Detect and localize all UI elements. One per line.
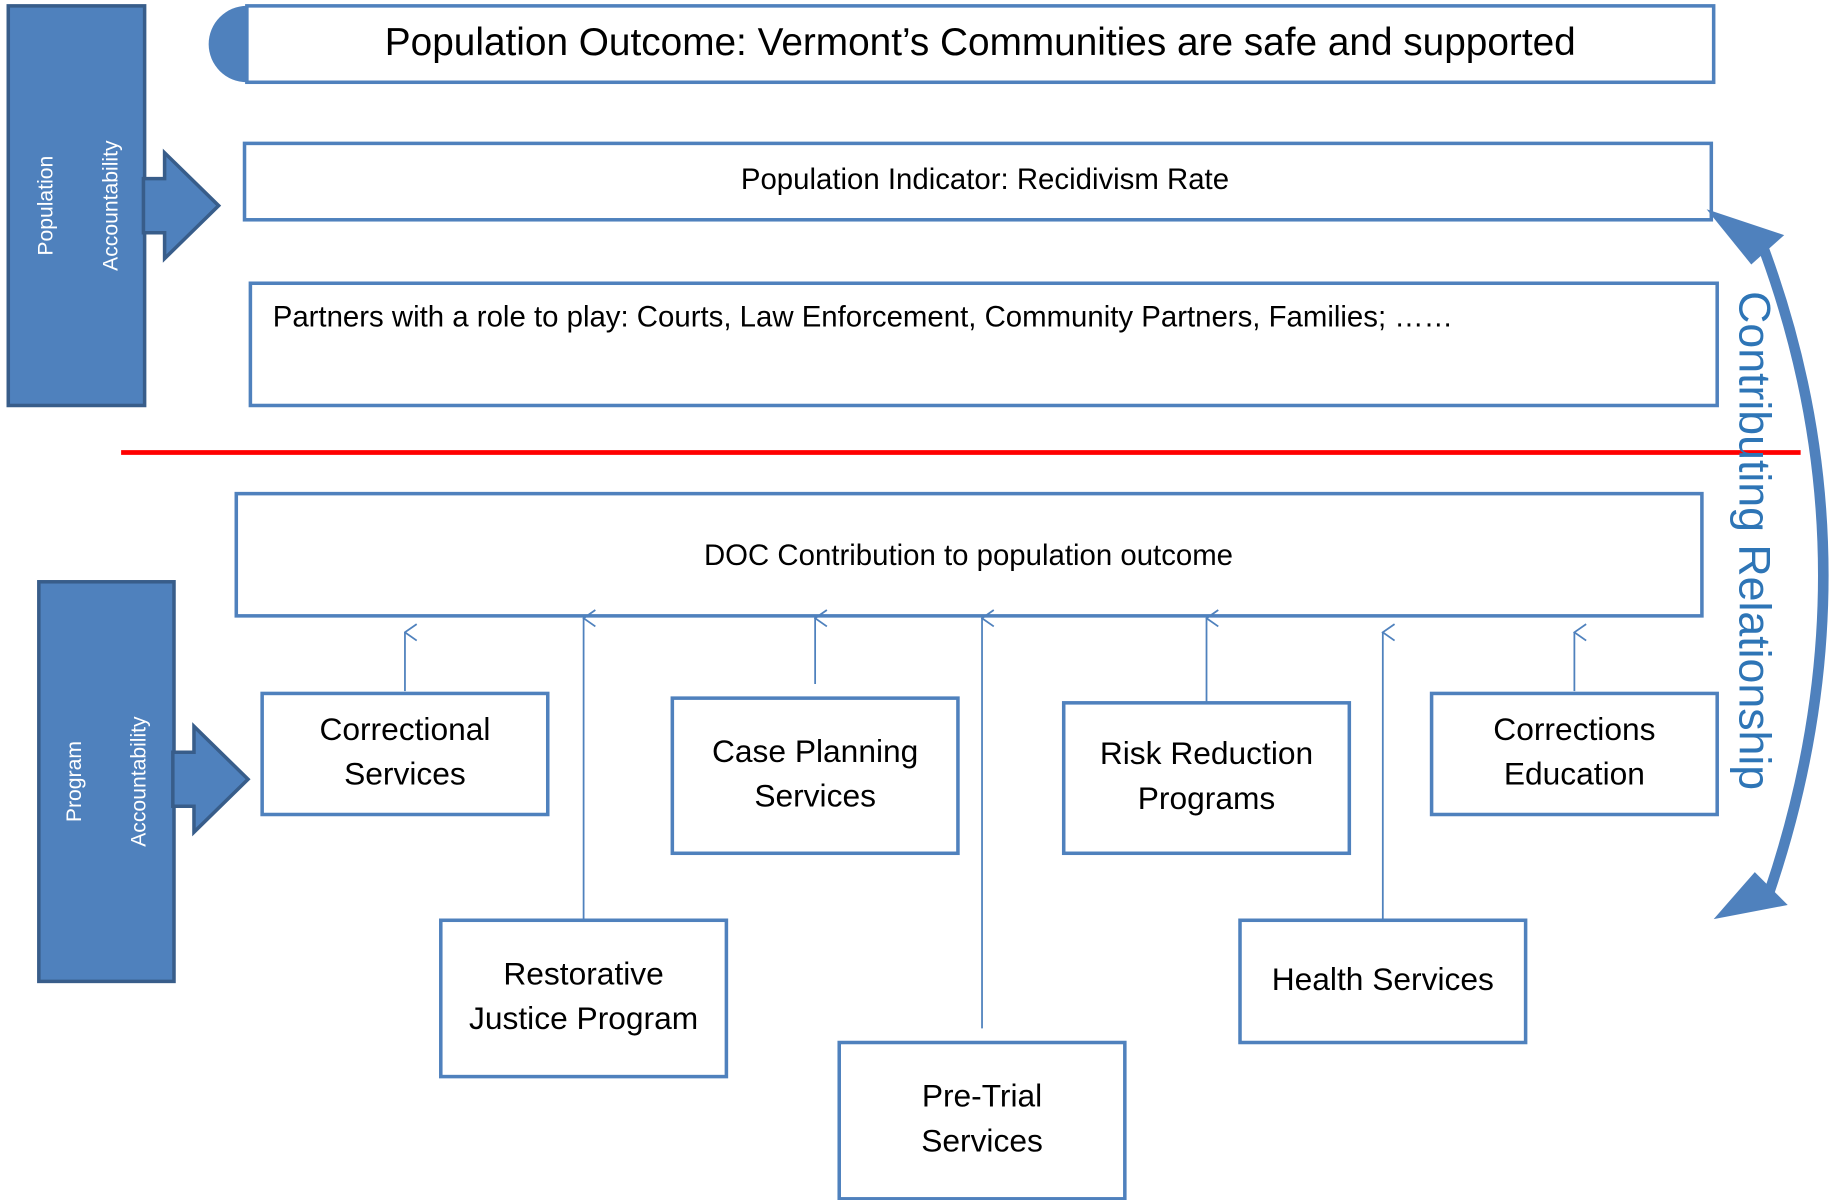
program-box [1429,691,1719,817]
relationship: Contributing Relationship [1729,291,1778,790]
program-box [670,696,960,856]
program-box [439,918,729,1079]
side-label: Program [63,741,86,822]
relationship-curve [1758,244,1829,895]
program-label: Services [754,777,876,813]
program-label: Correctional [319,711,490,747]
program-label: Pre-Trial [922,1078,1042,1114]
relationship-head [1713,872,1788,920]
program-label: Health Services [1272,961,1494,997]
program-box [37,580,176,984]
program-label: Justice Program [469,1000,698,1036]
program-label: Restorative [503,955,663,991]
program-arrow [171,722,251,837]
outcome: Population Outcome: Vermont’s Communitie… [385,21,1576,64]
program-box [837,1040,1127,1200]
side-label: Accountability [99,140,122,271]
side-label: Accountability [128,716,151,847]
program-label: Risk Reduction [1100,735,1313,771]
relationship-head [1706,209,1785,265]
program-label: Services [344,756,466,792]
outcome-cap [208,5,247,83]
indicator-box [242,141,1714,222]
side-label: Population [35,156,58,256]
program-label: Case Planning [712,733,918,769]
population-box [6,4,147,408]
program-label: Corrections [1493,711,1655,747]
doc-box [234,491,1704,618]
population-arrow [141,148,222,263]
doc-contribution: DOC Contribution to population outcome [704,539,1233,572]
partners-box [248,281,1719,408]
program-box [1061,701,1352,856]
outcome-box [245,4,1716,85]
program-label: Services [921,1122,1043,1158]
program-label: Education [1504,756,1645,792]
program-box [260,691,550,817]
partners: Partners with a role to play: Courts, La… [273,300,1453,333]
program-label: Programs [1138,780,1275,816]
program-box [1238,918,1528,1045]
indicator: Population Indicator: Recidivism Rate [741,163,1229,196]
